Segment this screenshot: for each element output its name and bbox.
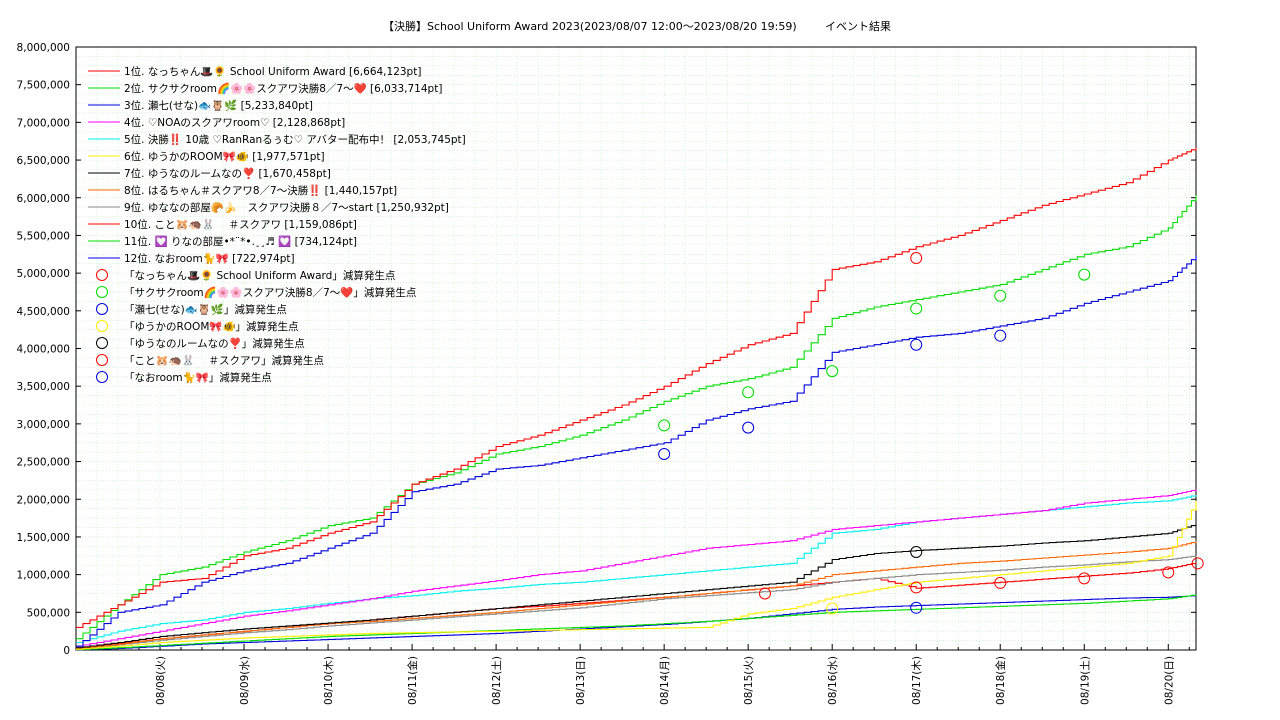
- x-tick-label: 08/08(火): [155, 656, 167, 705]
- x-tick-label: 08/16(水): [827, 656, 839, 705]
- legend-label: 4位. ♡NOAのスクアワroom♡ [2,128,868pt]: [124, 116, 345, 129]
- legend-marker: [96, 320, 108, 332]
- deduction-marker: [910, 252, 923, 265]
- deduction-marker: [1191, 557, 1204, 570]
- deduction-marker: [658, 448, 671, 461]
- series-line: [76, 147, 1197, 628]
- legend-label: 8位. はるちゃん＃スクアワ8／7〜決勝‼️ [1,440,157pt]: [124, 184, 397, 197]
- y-tick-label: 2,500,000: [17, 457, 70, 469]
- x-tick-label: 08/13(日): [575, 656, 587, 705]
- x-tick-label: 08/18(金): [994, 656, 1007, 705]
- series-line: [76, 500, 1197, 650]
- deduction-markers: [658, 252, 1204, 615]
- legend-label: 12位. なおroom🐈🎀 [722,974pt]: [124, 252, 295, 265]
- deduction-marker: [1078, 572, 1091, 585]
- y-tick-label: 1,500,000: [17, 532, 70, 544]
- legend-label: 2位. サクサクroom🌈🌸🌸スクアワ決勝8／7〜❤️ [6,033,714pt…: [124, 82, 442, 95]
- deduction-marker: [994, 329, 1007, 342]
- y-tick-label: 3,500,000: [17, 381, 70, 393]
- series-line: [76, 541, 1197, 650]
- legend-marker: [96, 303, 108, 315]
- grid: [76, 47, 1196, 650]
- legend-label: 「瀬七(せな)🐟🦉🌿」減算発生点: [124, 303, 287, 316]
- legend-label: 「ゆうかのROOM🎀🐠」減算発生点: [124, 320, 299, 333]
- x-tick-label: 08/10(木): [323, 656, 335, 705]
- x-tick-label: 08/20(日): [1163, 656, 1175, 705]
- series-lines: [76, 147, 1197, 651]
- legend-label: 「なおroom🐈🎀」減算発生点: [124, 371, 272, 384]
- deduction-marker: [1162, 566, 1175, 579]
- y-tick-label: 4,000,000: [17, 344, 70, 356]
- deduction-marker: [658, 419, 671, 432]
- x-tick-label: 08/19(土): [1078, 656, 1091, 705]
- deduction-marker: [1078, 268, 1091, 281]
- legend-label: 7位. ゆうなのルームなの❣️ [1,670,458pt]: [124, 167, 331, 180]
- y-tick-label: 2,000,000: [17, 494, 70, 506]
- legend-label: 5位. 決勝‼️ 10歳 ♡RanRanるぅむ♡ アバター配布中！ [2,053…: [124, 133, 466, 146]
- x-tick-label: 08/11(金): [406, 656, 419, 705]
- deduction-marker: [910, 338, 923, 351]
- deduction-marker: [826, 602, 839, 615]
- y-tick-label: 4,500,000: [17, 306, 70, 318]
- chart-subtitle: イベント結果: [825, 19, 891, 33]
- legend-label: 6位. ゆうかのROOM🎀🐠 [1,977,571pt]: [124, 150, 325, 163]
- series-line: [76, 524, 1197, 649]
- y-tick-label: 6,500,000: [17, 155, 70, 167]
- legend-label: 9位. ゆななの部屋🥐🍌 スクアワ決勝８／7〜start [1,250,932p…: [124, 201, 449, 214]
- x-axis: 08/08(火) 08/09(水) 08/10(木) 08/11(金) 08/12(土)…: [96, 644, 1190, 705]
- y-tick-label: 5,000,000: [17, 268, 70, 280]
- x-tick-label: 08/09(水): [239, 656, 251, 705]
- deduction-marker: [910, 601, 923, 614]
- legend-marker: [96, 371, 108, 383]
- legend-label: 「こと🐹🦔🐰 ＃スクアワ」減算発生点: [124, 354, 324, 367]
- series-line: [76, 594, 1197, 651]
- y-tick-label: 3,000,000: [17, 419, 70, 431]
- deduction-marker: [994, 576, 1007, 589]
- y-tick-label: 6,000,000: [17, 193, 70, 205]
- y-tick-label: 8,000,000: [17, 42, 70, 54]
- series-line: [76, 195, 1197, 640]
- deduction-marker: [994, 289, 1007, 302]
- deduction-marker: [758, 587, 771, 600]
- y-tick-label: 1,000,000: [17, 570, 70, 582]
- legend-marker: [96, 354, 108, 366]
- y-tick-label: 7,500,000: [17, 80, 70, 92]
- legend-label: 「なっちゃん🎩🌻 School Uniform Award」減算発生点: [124, 269, 395, 282]
- y-tick-label: 0: [63, 645, 70, 657]
- y-tick-label: 7,000,000: [17, 117, 70, 129]
- deduction-marker: [742, 421, 755, 434]
- series-line: [76, 489, 1197, 647]
- deduction-marker: [910, 302, 923, 315]
- deduction-marker: [826, 365, 839, 378]
- series-line: [76, 255, 1197, 647]
- legend-label: 「ゆうなのルームなの❣️」減算発生点: [124, 337, 305, 350]
- legend-marker: [96, 286, 108, 298]
- deduction-marker: [910, 546, 923, 559]
- legend-label: 11位. 💟 りなの部屋•*¨*•.¸¸♬ 💟 [734,124pt]: [124, 235, 357, 248]
- deduction-marker: [742, 386, 755, 399]
- series-line: [76, 555, 1197, 650]
- legend-label: 「サクサクroom🌈🌸🌸スクアワ決勝8／7〜❤️」減算発生点: [124, 286, 416, 299]
- legend-marker: [96, 269, 108, 281]
- x-tick-label: 08/17(木): [911, 656, 923, 705]
- x-tick-label: 08/12(土): [490, 656, 503, 705]
- x-tick-label: 08/15(火): [743, 656, 755, 705]
- legend-label: 3位. 瀬七(せな)🐟🦉🌿 [5,233,840pt]: [124, 99, 313, 112]
- y-tick-label: 5,500,000: [17, 230, 70, 242]
- legend-marker: [96, 337, 108, 349]
- y-axis: 0 500,000 1,000,000 1,500,000 2,000,000 2,500…: [17, 42, 1196, 657]
- x-tick-label: 08/14(月): [659, 656, 671, 705]
- y-tick-label: 500,000: [27, 607, 70, 619]
- deduction-marker: [910, 581, 923, 594]
- legend-label: 10位. こと🐹🦔🐰 ＃スクアワ [1,159,086pt]: [124, 218, 357, 231]
- legend-label: 1位. なっちゃん🎩🌻 School Uniform Award [6,664,…: [124, 65, 421, 78]
- legend: 1位. なっちゃん🎩🌻 School Uniform Award [6,664,…: [88, 65, 466, 384]
- chart-title: 【決勝】School Uniform Award 2023(2023/08/07…: [383, 19, 797, 33]
